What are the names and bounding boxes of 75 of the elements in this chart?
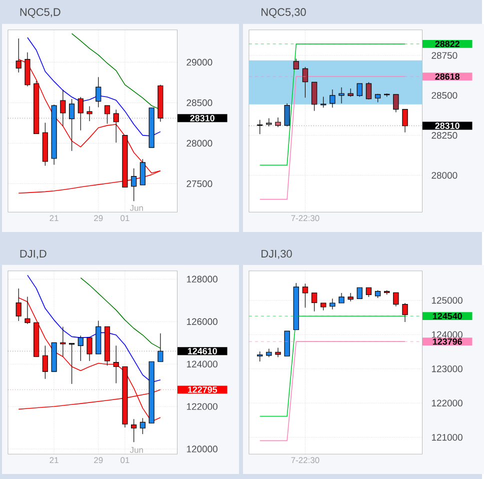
y-tick-label: 124000 — [186, 360, 218, 368]
x-tick-label: 21 — [50, 215, 58, 222]
chart-title: NQC5,30 — [262, 8, 306, 18]
candlestick — [302, 66, 308, 98]
candlestick — [393, 94, 399, 112]
candlestick — [356, 287, 363, 299]
y-tick-label: 122000 — [186, 403, 218, 410]
candlestick — [393, 292, 399, 307]
candlestick — [131, 418, 137, 442]
line-series — [80, 277, 161, 349]
candlestick — [366, 82, 372, 100]
candlestick — [402, 302, 408, 322]
annotation: Jun — [130, 447, 143, 453]
y-tick-label: 123000 — [432, 365, 462, 372]
y-tick-label: 29000 — [186, 58, 212, 66]
annotation: Jun — [130, 205, 143, 211]
y-tick-label: 122000 — [432, 400, 462, 406]
candlestick — [366, 287, 372, 298]
x-tick-label: 21 — [50, 457, 58, 464]
y-tick-label: 128000 — [186, 276, 218, 283]
ref-line-label: 28618 — [435, 73, 460, 80]
candlestick — [69, 343, 75, 384]
x-tick-label: 29 — [94, 215, 103, 222]
y-tick-label: 28000 — [432, 172, 458, 179]
ref-line-label: 28310 — [435, 122, 460, 129]
x-tick-label: 01 — [120, 457, 130, 464]
candlestick — [330, 89, 336, 108]
ref-line-label: 28310 — [190, 114, 214, 122]
ref-line-label: 123796 — [432, 338, 462, 345]
line-series — [27, 274, 161, 383]
candlestick — [330, 298, 336, 310]
candlestick — [302, 283, 308, 308]
candlestick — [275, 347, 281, 358]
chart-title: DJI,D — [20, 250, 46, 259]
x-tick-label: 01 — [120, 215, 130, 222]
candlestick — [140, 418, 146, 434]
candlestick — [24, 296, 30, 324]
line-series — [27, 37, 161, 136]
chart-title: DJI,30 — [262, 250, 292, 259]
y-tick-label: 27500 — [186, 180, 212, 188]
candlestick — [78, 335, 84, 362]
ref-line-label: 124610 — [188, 348, 217, 354]
candlestick — [140, 158, 146, 186]
candlestick — [338, 87, 344, 104]
candlestick — [356, 83, 363, 97]
candlestick — [311, 292, 318, 312]
y-tick-label: 28250 — [432, 132, 458, 139]
chart-title: NQC5,D — [20, 8, 60, 18]
y-tick-label: 124000 — [432, 331, 462, 338]
candlestick — [311, 82, 318, 112]
candlestick — [293, 58, 299, 70]
candlestick — [104, 105, 110, 124]
candlestick — [131, 168, 137, 202]
candlestick — [338, 292, 344, 304]
candlestick — [16, 288, 22, 322]
y-tick-label: 28500 — [186, 99, 212, 106]
ref-line-label: 122795 — [188, 386, 218, 393]
y-tick-label: 28500 — [432, 92, 458, 99]
candlestick — [78, 96, 84, 131]
candlestick — [96, 76, 102, 108]
x-tick-label: 7-22:30 — [291, 457, 320, 464]
ref-line-label: 124540 — [432, 312, 462, 320]
y-tick-label: 120000 — [186, 446, 218, 452]
y-tick-label: 121000 — [432, 434, 462, 441]
candlestick — [42, 345, 48, 380]
candlestick — [320, 96, 326, 108]
y-tick-label: 28750 — [432, 52, 458, 59]
x-tick-label: 29 — [94, 457, 103, 464]
candlestick — [16, 38, 22, 73]
candlestick — [257, 351, 263, 362]
y-tick-label: 125000 — [432, 296, 462, 304]
y-tick-label: 126000 — [186, 318, 218, 325]
x-tick-label: 7-22:30 — [291, 215, 320, 222]
y-tick-label: 28000 — [186, 140, 212, 147]
ref-line-label: 28822 — [435, 40, 460, 48]
